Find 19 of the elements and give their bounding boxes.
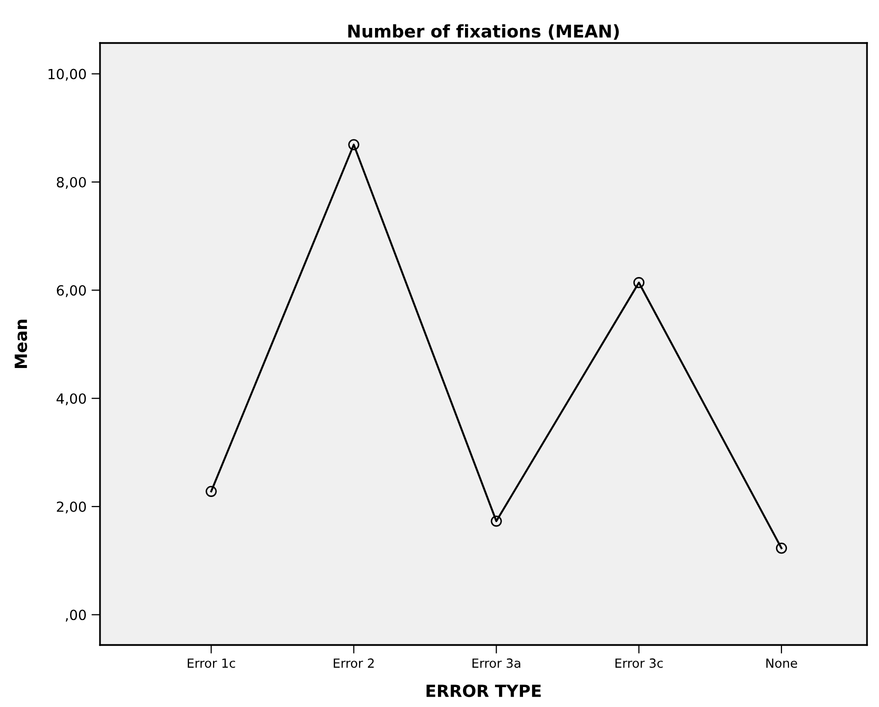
x-tick-label: Error 1c — [188, 658, 236, 668]
x-axis-title: ERROR TYPE — [426, 684, 541, 698]
x-tick-label: Error 2 — [334, 658, 374, 668]
point — [776, 542, 788, 554]
x-tick-label: Error 3a — [472, 658, 520, 668]
chart-title: Number of fixations (MEAN) — [348, 24, 619, 40]
y-tick-label: 4,00 — [56, 393, 86, 406]
x-tick-label: Error 3c — [615, 658, 663, 668]
y-tick-label: 2,00 — [56, 502, 86, 514]
y-tick-label: 8,00 — [56, 176, 86, 189]
point — [348, 139, 360, 150]
point — [206, 486, 217, 497]
y-tick-label: 10,00 — [48, 68, 86, 81]
point — [633, 277, 644, 288]
point — [490, 516, 502, 527]
y-axis-title: Mean — [14, 320, 28, 368]
y-tick-label: 6,00 — [56, 285, 86, 298]
x-tick-label: None — [766, 658, 798, 668]
y-tick-label: ,00 — [66, 610, 86, 622]
